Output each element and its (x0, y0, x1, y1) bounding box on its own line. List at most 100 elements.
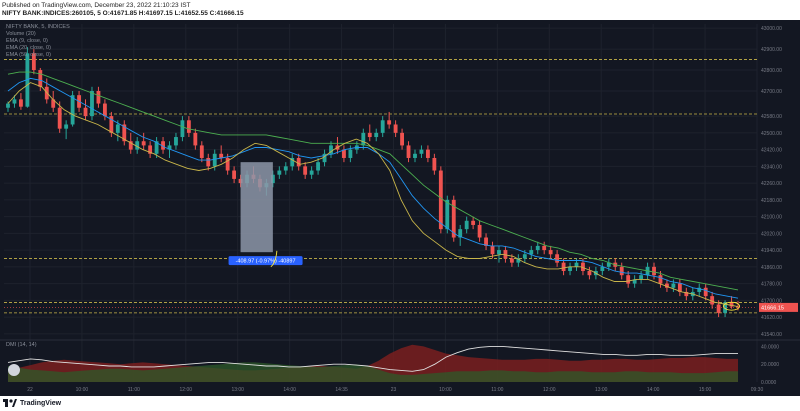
candle-body (464, 220, 469, 230)
dmi-axis-label: 0.0000 (761, 380, 777, 386)
candle-body (31, 53, 36, 71)
tradingview-logo: TradingView (3, 398, 61, 408)
candle-body (471, 220, 476, 225)
candle-body (632, 279, 637, 284)
candle-body (639, 275, 644, 280)
candle-body (716, 304, 721, 313)
candle-body (167, 145, 172, 150)
price-axis-label: 42800.00 (761, 68, 782, 74)
candle-body (6, 103, 10, 108)
time-axis-label: 13:00 (231, 387, 244, 393)
price-axis-label: 42100.00 (761, 215, 782, 221)
tradingview-brand: TradingView (20, 399, 62, 407)
ema-mid-line (7, 77, 739, 299)
ema-slow-line (7, 71, 739, 291)
publish-info: Published on TradingView.com, December 2… (2, 2, 191, 9)
candle-body (535, 245, 540, 251)
legend-ema-fast[interactable]: EMA (9, close, 0) (6, 38, 48, 44)
time-axis-label: 12:00 (543, 387, 556, 393)
candle-body (174, 137, 178, 146)
chart-canvas[interactable]: -408.97 (-0.97%) -40897 43000.00 42900.00 4… (0, 20, 800, 396)
legend-volume[interactable]: Volume (20) (6, 31, 36, 37)
candle-body (406, 145, 411, 158)
chart-settings-button[interactable] (8, 364, 20, 376)
candle-body (199, 145, 204, 158)
last-price-badge (759, 302, 798, 312)
candle-body (542, 245, 547, 251)
candle-body (128, 141, 133, 150)
last-price-label: 41666.15 (761, 305, 784, 311)
price-axis-label: 41700.00 (761, 298, 782, 304)
candle-body (232, 170, 237, 179)
candle-body (458, 229, 463, 238)
candle-body (619, 266, 624, 276)
candle-body (497, 250, 501, 255)
candle-body (697, 287, 702, 292)
legend-title: NIFTY BANK, 5, INDICES (6, 24, 70, 30)
candle-body (348, 149, 353, 158)
candle-body (581, 262, 585, 272)
price-axis-label: 41620.00 (761, 315, 782, 321)
tradingview-logo-icon (3, 399, 17, 407)
candle-body (374, 132, 379, 138)
price-axis-label: 42900.00 (761, 47, 782, 53)
time-axis-label: 11:00 (128, 387, 140, 393)
time-axis-label: 14:00 (283, 387, 296, 393)
time-axis-label: 10:00 (76, 387, 89, 393)
candle-body (445, 199, 450, 230)
chart-area[interactable]: -408.97 (-0.97%) -40897 43000.00 42900.00 4… (0, 20, 800, 396)
price-axis-label: 42260.00 (761, 181, 782, 187)
candle-body (451, 199, 456, 238)
candle-body (677, 283, 682, 292)
legend-ema-mid[interactable]: EMA (20, close, 0) (6, 45, 51, 51)
candle-body (555, 254, 560, 263)
candle-body (193, 132, 198, 146)
candle-body (161, 141, 165, 150)
time-axis-label: 14:35 (335, 387, 348, 393)
candle-body (51, 99, 56, 108)
candle-body (380, 120, 385, 133)
candle-body (600, 266, 605, 272)
candle-body (548, 250, 553, 255)
candle-body (283, 166, 288, 171)
candle-body (438, 170, 443, 230)
candle-body (12, 99, 17, 104)
candle-body (109, 116, 114, 133)
time-axis-label: 15:00 (699, 387, 712, 393)
candle-body (561, 262, 566, 272)
candle-body (277, 170, 282, 175)
price-axis-label: 41540.00 (761, 332, 782, 338)
candle-body (212, 153, 217, 167)
annotation-ellipse (723, 301, 740, 311)
indicator-legend: NIFTY BANK, 5, INDICES Volume (20) EMA (… (6, 24, 70, 59)
candle-body (587, 271, 592, 276)
time-axis-label: 14:00 (647, 387, 660, 393)
candle-body (186, 120, 191, 133)
candle-body (723, 302, 728, 313)
symbol-ohlc: NIFTY BANK:INDICES:260105, 5 O:41671.85 … (2, 10, 244, 17)
legend-ema-slow[interactable]: EMA (50, close, 0) (6, 52, 51, 58)
candle-body (342, 149, 346, 158)
dmi-legend[interactable]: DMI (14, 14) (6, 342, 37, 348)
price-range-measure-box (240, 162, 273, 253)
candle-body (303, 166, 308, 175)
candle-body (652, 266, 656, 276)
candle-body (225, 157, 230, 171)
candle-body (529, 250, 534, 255)
time-axis-label: 10:00 (439, 387, 452, 393)
candle-body (115, 124, 120, 133)
candle-body (736, 306, 740, 308)
candle-body (83, 107, 88, 117)
price-axis-label: 42180.00 (761, 198, 782, 204)
candle-body (684, 291, 689, 297)
footer: TradingView (0, 396, 800, 411)
candle-body (96, 90, 101, 104)
candle-body (425, 149, 430, 158)
candle-body (393, 124, 398, 133)
candle-body (180, 120, 185, 138)
time-axis-label: 23 (391, 387, 397, 393)
publish-header: Published on TradingView.com, December 2… (0, 0, 800, 20)
candle-body (122, 124, 127, 142)
candle-body (606, 262, 611, 267)
candle-body (141, 141, 146, 146)
